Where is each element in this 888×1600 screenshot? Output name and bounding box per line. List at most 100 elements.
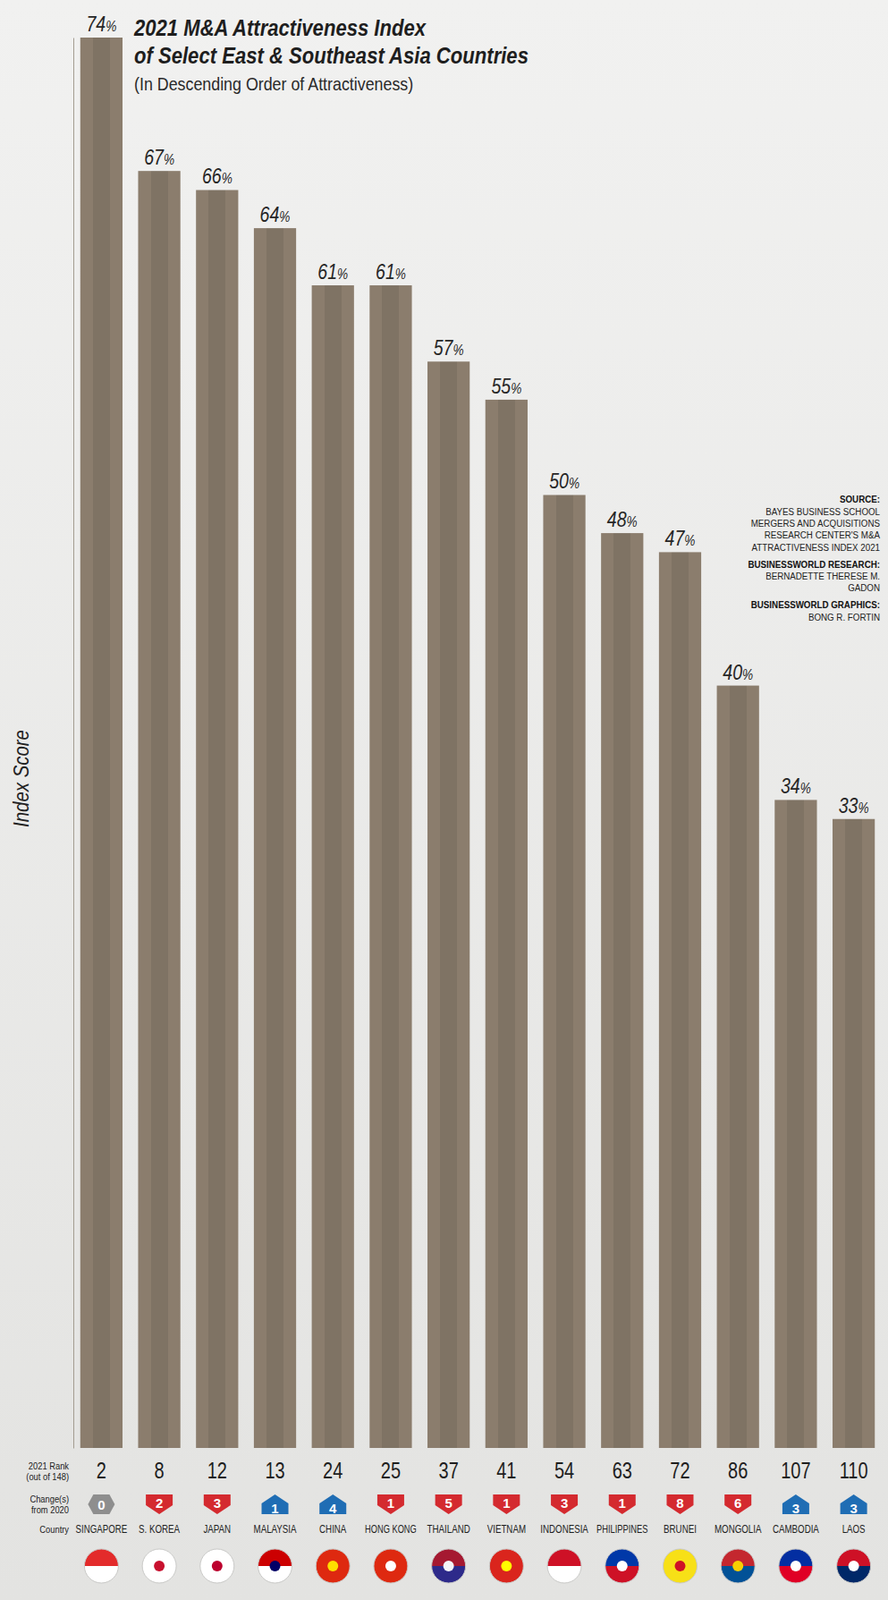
flag-rim <box>431 1548 466 1583</box>
x-tick: BRUNEI <box>663 1522 697 1535</box>
x-tick: JAPAN <box>202 1522 231 1535</box>
change-arrow <box>608 1494 636 1514</box>
change-marker: 8 <box>666 1494 694 1514</box>
x-tick-label: MONGOLIA <box>714 1522 762 1535</box>
y-axis-title: Index Score <box>8 729 34 828</box>
x-tick-label: THAILAND <box>427 1522 471 1535</box>
change-arrow <box>550 1494 578 1514</box>
change-marker: 2 <box>145 1494 173 1514</box>
change-label: 1 <box>502 1495 510 1511</box>
flag-part <box>790 1560 802 1572</box>
data-label: 61% <box>375 261 406 285</box>
data-label: 67% <box>143 146 175 170</box>
change-marker: 6 <box>724 1494 752 1514</box>
flag <box>141 1547 178 1584</box>
x-tick: SINGAPORE <box>76 1522 128 1535</box>
change-label: 3 <box>792 1500 800 1516</box>
flag-rim <box>373 1548 408 1583</box>
rank: 110 <box>839 1458 869 1484</box>
bar <box>485 399 528 1448</box>
x-tick-label: VIETNAM <box>487 1522 526 1535</box>
change-arrow <box>435 1494 463 1514</box>
change-label: 8 <box>676 1495 684 1511</box>
x-tick-label: MALAYSIA <box>253 1522 297 1535</box>
flag-part <box>83 1547 119 1566</box>
change-marker: 3 <box>203 1494 231 1514</box>
change-label: 1 <box>618 1495 626 1511</box>
flag-part <box>546 1565 583 1584</box>
x-tick-label: BRUNEI <box>663 1522 697 1535</box>
x-tick-label: S. KOREA <box>138 1522 180 1535</box>
data-label: 74% <box>85 13 117 37</box>
annotation-label: SOURCE: <box>839 492 880 505</box>
change-marker: 4 <box>319 1494 347 1516</box>
change-label: 0 <box>97 1496 105 1513</box>
rank: 63 <box>612 1458 633 1484</box>
flag <box>431 1547 467 1584</box>
bar <box>774 799 817 1448</box>
rank: 54 <box>554 1458 575 1484</box>
bar <box>137 170 180 1448</box>
rank: 12 <box>207 1458 228 1484</box>
rank: 2 <box>96 1458 107 1484</box>
change-arrow <box>145 1494 173 1514</box>
x-tick: LAOS <box>842 1522 866 1535</box>
flag-rim <box>837 1548 872 1583</box>
change-arrow <box>724 1494 752 1514</box>
rank: 37 <box>439 1458 459 1484</box>
rank: 41 <box>496 1458 516 1484</box>
x-tick: CHINA <box>319 1522 347 1535</box>
change-label: 1 <box>387 1495 395 1511</box>
flag-part <box>674 1560 686 1572</box>
data-label: 66% <box>202 165 233 189</box>
y-axis <box>73 38 75 1449</box>
rank: 25 <box>380 1458 401 1484</box>
data-label: 40% <box>722 660 753 685</box>
bar <box>195 189 238 1448</box>
x-tick-label: INDONESIA <box>540 1522 589 1535</box>
flag <box>604 1547 641 1584</box>
flag-part <box>327 1560 339 1572</box>
data-label: 48% <box>607 508 638 533</box>
flag-rim <box>489 1548 524 1583</box>
flag <box>661 1547 698 1584</box>
flag <box>719 1547 756 1584</box>
flag-rim <box>200 1548 235 1583</box>
change-arrow <box>492 1494 520 1514</box>
y-axis-line <box>73 38 75 1449</box>
data-label: 64% <box>260 203 291 228</box>
bar <box>832 819 875 1448</box>
change-label: 3 <box>849 1500 857 1516</box>
bar <box>659 551 702 1448</box>
flag-rim <box>720 1548 755 1583</box>
flag-part <box>83 1565 119 1584</box>
change-label: 4 <box>329 1500 338 1516</box>
change-marker: 3 <box>782 1494 810 1516</box>
change-arrow <box>666 1494 694 1514</box>
flag-part <box>443 1560 455 1572</box>
change-label: 3 <box>560 1495 568 1511</box>
bar <box>369 285 412 1448</box>
chart: 74%67%66%64%61%61%57%55%50%48%47%40%34%3… <box>0 0 888 1600</box>
background <box>0 0 888 1600</box>
x-tick-label: SINGAPORE <box>76 1522 128 1535</box>
data-label: 50% <box>549 470 580 494</box>
flag <box>546 1547 583 1584</box>
x-tick: INDONESIA <box>540 1522 589 1535</box>
x-tick: MALAYSIA <box>253 1522 297 1535</box>
bar <box>80 37 123 1448</box>
row-label: Country <box>39 1523 70 1535</box>
x-tick: VIETNAM <box>487 1522 526 1535</box>
flag <box>836 1547 872 1584</box>
annotation-text: BONG R. FORTIN <box>808 610 880 623</box>
x-tick-label: CHINA <box>319 1522 347 1535</box>
flag-rim <box>605 1548 640 1583</box>
flag <box>372 1547 409 1584</box>
flag <box>488 1547 525 1584</box>
x-tick: CAMBODIA <box>772 1522 820 1535</box>
rank: 107 <box>780 1458 811 1484</box>
bar <box>717 685 760 1448</box>
title: 2021 M&A Attractiveness Indexof Select E… <box>133 14 529 68</box>
data-label: 55% <box>490 374 522 398</box>
change-label: 5 <box>444 1495 452 1511</box>
